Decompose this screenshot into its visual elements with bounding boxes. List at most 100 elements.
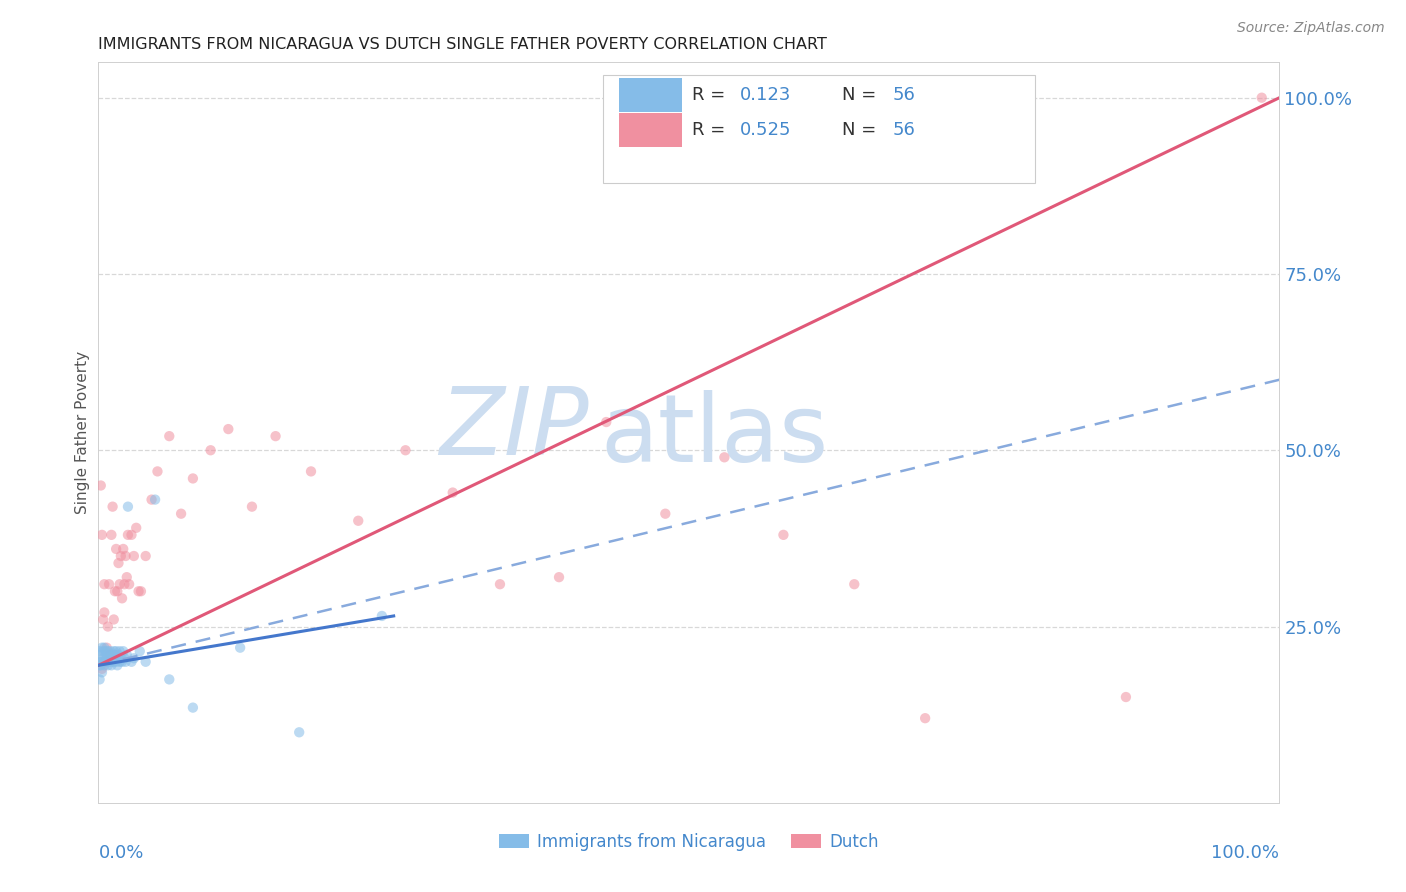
Point — [105, 644, 128, 658]
Point — [98, 644, 121, 658]
Point — [914, 711, 936, 725]
Point — [105, 651, 128, 665]
Point — [713, 450, 735, 465]
Point — [110, 651, 132, 665]
Point — [91, 640, 114, 655]
Point — [110, 549, 132, 563]
Point — [135, 549, 157, 563]
Text: 100.0%: 100.0% — [1212, 844, 1279, 862]
Point — [96, 651, 118, 665]
Point — [105, 655, 128, 669]
Point — [118, 577, 141, 591]
Text: N =: N = — [842, 120, 883, 139]
Point — [217, 422, 239, 436]
Point — [157, 429, 180, 443]
Point — [105, 541, 128, 556]
Point — [170, 507, 193, 521]
Point — [844, 577, 866, 591]
Point — [98, 655, 121, 669]
Point — [89, 644, 111, 658]
Point — [101, 500, 124, 514]
Point — [441, 485, 464, 500]
Point — [288, 725, 311, 739]
Point — [114, 549, 136, 563]
Point — [91, 644, 114, 658]
Point — [104, 584, 127, 599]
Point — [114, 655, 136, 669]
Point — [1115, 690, 1137, 704]
Point — [141, 492, 163, 507]
Point — [111, 591, 134, 606]
Point — [98, 648, 121, 662]
Point — [128, 644, 150, 658]
Point — [143, 492, 166, 507]
Point — [128, 584, 150, 599]
Point — [108, 577, 131, 591]
Point — [98, 577, 121, 591]
Point — [101, 651, 124, 665]
Point — [157, 673, 180, 687]
Text: 56: 56 — [891, 86, 915, 104]
Point — [112, 577, 135, 591]
Point — [135, 655, 157, 669]
Point — [115, 648, 138, 662]
Point — [90, 478, 112, 492]
Point — [100, 528, 122, 542]
Text: R =: R = — [693, 120, 731, 139]
Point — [93, 606, 115, 620]
Point — [489, 577, 512, 591]
Point — [90, 655, 112, 669]
FancyBboxPatch shape — [619, 78, 682, 112]
Point — [772, 528, 794, 542]
Point — [264, 429, 287, 443]
Point — [112, 541, 135, 556]
Point — [107, 648, 129, 662]
Point — [103, 612, 125, 626]
Text: Source: ZipAtlas.com: Source: ZipAtlas.com — [1237, 21, 1385, 35]
Point — [595, 415, 617, 429]
Point — [98, 651, 121, 665]
Point — [98, 648, 121, 662]
Text: 0.0%: 0.0% — [98, 844, 143, 862]
Point — [394, 443, 416, 458]
Point — [105, 584, 128, 599]
Point — [91, 528, 114, 542]
Point — [91, 612, 114, 626]
Point — [107, 556, 129, 570]
Point — [548, 570, 571, 584]
Point — [200, 443, 222, 458]
Point — [91, 662, 114, 676]
Point — [97, 658, 120, 673]
Text: R =: R = — [693, 86, 731, 104]
Point — [146, 464, 169, 478]
Point — [93, 640, 115, 655]
Point — [299, 464, 322, 478]
Point — [112, 644, 135, 658]
Point — [108, 655, 131, 669]
Point — [654, 507, 676, 521]
Point — [90, 648, 112, 662]
Point — [371, 609, 394, 624]
Point — [89, 673, 111, 687]
Point — [96, 648, 118, 662]
Point — [103, 655, 125, 669]
Point — [97, 619, 120, 633]
Point — [181, 471, 204, 485]
Point — [94, 655, 117, 669]
Point — [94, 644, 117, 658]
Point — [93, 655, 115, 669]
Point — [181, 700, 204, 714]
Point — [100, 655, 122, 669]
Point — [122, 549, 145, 563]
Text: 0.123: 0.123 — [740, 86, 792, 104]
Point — [347, 514, 370, 528]
FancyBboxPatch shape — [603, 75, 1035, 183]
Point — [90, 658, 112, 673]
Text: ZIP: ZIP — [439, 384, 589, 475]
Point — [112, 651, 135, 665]
FancyBboxPatch shape — [619, 112, 682, 147]
Y-axis label: Single Father Poverty: Single Father Poverty — [75, 351, 90, 514]
Point — [125, 521, 148, 535]
Point — [117, 500, 139, 514]
Point — [121, 655, 143, 669]
